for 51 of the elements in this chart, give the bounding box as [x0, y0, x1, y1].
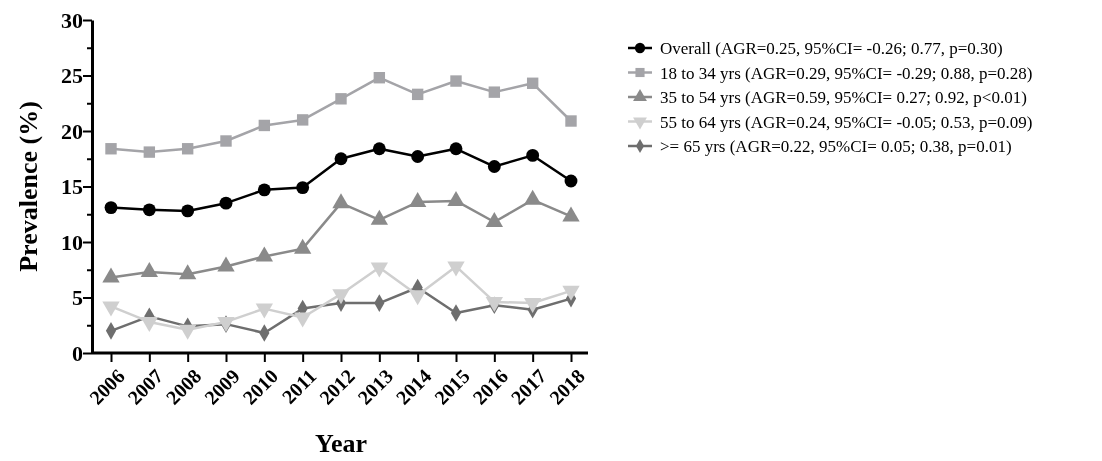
y-tick-label: 15: [61, 174, 83, 200]
point: [411, 150, 425, 163]
point: [526, 149, 540, 162]
point: [294, 312, 312, 328]
y-tick-label: 0: [72, 340, 83, 366]
point: [372, 142, 386, 156]
point: [411, 88, 424, 101]
point: [409, 290, 427, 306]
legend-label: Overall (AGR=0.25, 95%CI= -0.26; 0.77, p=0.30): [660, 39, 1003, 58]
point: [255, 303, 273, 319]
legend-label: 35 to 54 yrs (AGR=0.59, 95%CI= 0.27; 0.92, p<0.01): [660, 88, 1027, 107]
legend-label: >= 65 yrs (AGR=0.22, 95%CI= 0.05; 0.38, p=0.01): [660, 137, 1012, 156]
point: [179, 324, 197, 340]
point: [335, 93, 347, 105]
point: [450, 75, 462, 87]
point: [220, 135, 232, 147]
y-axis-title: Prevalence (%): [14, 101, 43, 272]
point: [181, 204, 195, 218]
y-tick-label: 30: [61, 7, 83, 33]
point: [564, 174, 578, 188]
legend-label: 55 to 64 yrs (AGR=0.24, 95%CI= -0.05; 0.53, p=0.09): [660, 112, 1033, 132]
point: [526, 77, 539, 89]
point: [370, 262, 388, 278]
y-tick-label: 25: [61, 63, 83, 89]
y-tick-label: 5: [72, 285, 83, 311]
point: [142, 203, 156, 217]
y-tick-label: 20: [61, 118, 83, 144]
point: [143, 146, 156, 158]
point: [487, 160, 501, 173]
point: [296, 181, 310, 195]
point: [104, 201, 118, 215]
point: [257, 183, 271, 197]
point: [565, 115, 577, 127]
point: [373, 72, 386, 84]
point: [447, 261, 465, 277]
point: [332, 289, 350, 305]
point: [334, 152, 348, 166]
point: [102, 301, 120, 317]
point: [219, 196, 233, 210]
point: [449, 142, 463, 156]
point: [258, 119, 271, 132]
legend-label: 18 to 34 yrs (AGR=0.29, 95%CI= -0.29; 0.88, p=0.28): [660, 63, 1033, 83]
point: [488, 86, 501, 98]
x-axis-title: Year: [315, 429, 367, 458]
point: [105, 143, 117, 155]
point: [562, 285, 580, 301]
point: [181, 143, 194, 155]
point: [485, 296, 503, 312]
point: [140, 316, 158, 332]
y-tick-label: 10: [61, 229, 83, 255]
point: [296, 114, 309, 126]
